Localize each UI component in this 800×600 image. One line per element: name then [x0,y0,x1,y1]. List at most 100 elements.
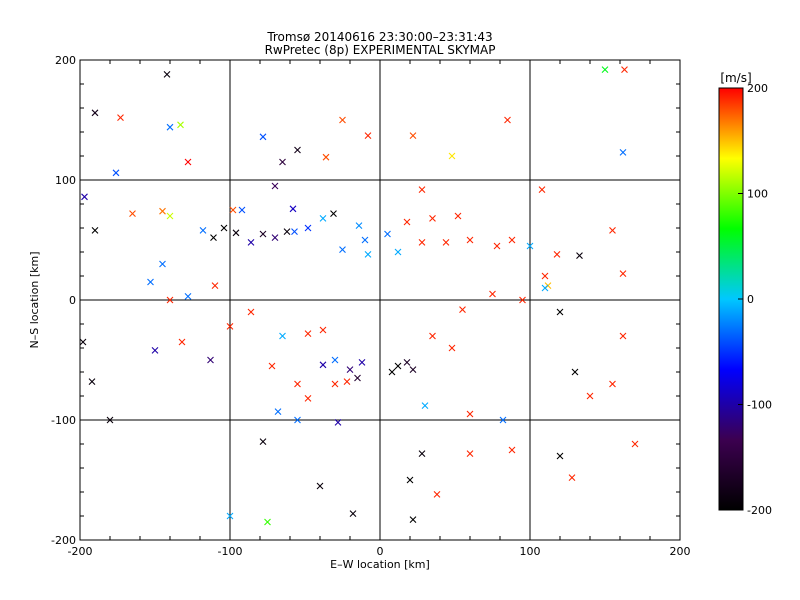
data-point-x [271,234,279,241]
data-point-x [259,230,267,238]
data-point-x [129,210,136,217]
data-point-x [508,446,516,454]
colorbar-tick-label: 0 [747,293,754,306]
data-point-x [349,510,357,517]
data-points [79,66,639,526]
data-point-x [91,109,99,117]
data-point-x [283,228,291,235]
data-point-x [406,476,414,484]
data-point-x [229,206,237,214]
data-point-x [466,236,474,244]
chart-title: Tromsø 20140616 23:30:00–23:31:43 [266,30,492,44]
data-point-x [247,239,255,246]
data-point-x [466,410,474,418]
data-point-x [429,332,436,340]
data-point-x [259,133,267,141]
data-point-x [319,361,327,369]
data-point-x [91,227,99,234]
data-point-x [117,114,124,121]
data-point-x [304,224,312,232]
data-point-x [459,306,466,313]
colorbar-tick-label: 100 [747,188,768,201]
x-axis-label: E–W location [km] [330,558,430,571]
data-point-x [184,293,192,300]
data-point-x [88,378,96,385]
data-point-x [418,239,426,246]
data-point-x [294,380,301,388]
plot-grid [80,60,680,540]
colorbar: [m/s] -200 -100 0 100 200 [718,71,772,517]
data-point-x [166,123,174,131]
data-point-x [448,344,456,352]
data-point-x [508,236,516,244]
colorbar-tick-label: 200 [747,82,768,95]
data-point-x [409,132,417,139]
data-point-x [504,116,511,124]
data-point-x [388,368,396,376]
y-tick-label: -100 [51,414,76,427]
data-point-x [364,132,372,139]
data-point-x [274,408,282,415]
data-point-x [631,440,639,448]
data-point-x [304,330,312,337]
data-point-x [334,419,342,426]
data-point-x [294,416,301,424]
data-point-x [429,215,436,222]
data-point-x [210,234,217,241]
chart-subtitle: RwPretec (8p) EXPERIMENTAL SKYMAP [265,43,496,57]
data-point-x [343,378,351,385]
data-point-x [556,308,564,316]
data-point-x [619,149,627,156]
data-point-x [609,227,616,234]
data-point-x [526,242,534,250]
data-point-x [199,227,207,234]
data-point-x [279,158,286,166]
data-point-x [454,212,462,220]
data-point-x [421,402,429,409]
data-point-x [541,284,549,292]
data-point-x [466,450,474,457]
data-point-x [79,338,87,346]
data-point-x [358,359,366,366]
x-tick-label: 0 [377,545,384,558]
data-point-x [319,326,327,334]
colorbar-tick-label: -100 [747,399,772,412]
data-point-x [147,278,154,286]
data-point-x [571,368,579,376]
data-point-x [418,186,426,193]
data-point-x [268,362,276,370]
data-point-x [178,338,186,346]
data-point-x [289,205,297,213]
data-point-x [609,380,616,388]
colorbar-ticks: -200 -100 0 100 200 [738,82,772,517]
data-point-x [330,210,337,217]
data-point-x [556,452,564,460]
data-point-x [541,272,549,280]
data-point-x [159,207,166,215]
data-point-x [403,359,411,366]
data-point-x [355,222,363,229]
data-point-x [291,228,298,235]
data-point-x [418,450,426,457]
data-point-x [499,416,507,424]
y-tick-label: -200 [51,534,76,547]
colorbar-tick-label: -200 [747,504,772,517]
data-point-x [409,366,417,373]
data-point-x [601,66,609,73]
data-point-x [519,296,526,304]
data-point-x [304,395,312,402]
data-point-x [220,224,228,232]
data-point-x [259,438,267,445]
data-point-x [81,193,88,201]
data-point-x [384,230,391,238]
data-point-x [159,260,166,268]
data-point-x [207,356,214,364]
data-point-x [319,215,327,222]
data-point-x [493,242,501,250]
data-point-x [166,212,174,220]
data-point-x [163,71,171,78]
data-point-x [226,323,234,330]
data-point-x [394,362,402,370]
x-tick-label: 200 [670,545,691,558]
data-point-x [354,374,361,382]
